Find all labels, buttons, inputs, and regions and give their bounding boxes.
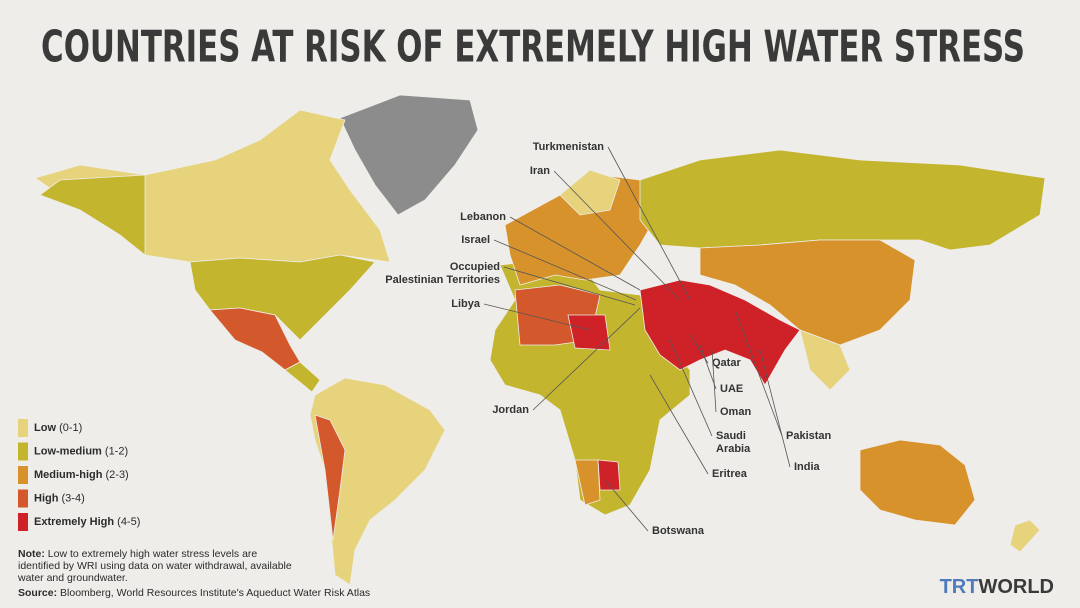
leader-line bbox=[503, 266, 636, 306]
note: Note: Low to extremely high water stress… bbox=[17, 548, 370, 599]
leader-line bbox=[509, 216, 641, 291]
country-label: Botswana bbox=[652, 525, 705, 537]
leader-line bbox=[669, 339, 713, 437]
legend-item: Low-medium (1-2) bbox=[34, 445, 128, 457]
country-label: Lebanon bbox=[460, 211, 506, 223]
legend-label: High bbox=[34, 492, 59, 504]
leader-line bbox=[699, 344, 717, 390]
australia bbox=[859, 439, 976, 526]
scandinavia bbox=[559, 169, 621, 216]
libya bbox=[567, 314, 611, 351]
country-label: Turkmenistan bbox=[533, 141, 605, 153]
country-label: Occupied bbox=[450, 261, 500, 273]
country-label: Iran bbox=[530, 165, 550, 177]
legend-range: (2-3) bbox=[106, 469, 129, 481]
country-label: Jordan bbox=[492, 404, 529, 416]
leader-line bbox=[734, 309, 783, 437]
country-label: Libya bbox=[451, 298, 481, 310]
source-text: Source: Bloomberg, World Resources Insti… bbox=[18, 587, 370, 599]
south-america bbox=[309, 377, 446, 586]
central-america bbox=[284, 361, 321, 393]
source-label: Source: bbox=[18, 587, 57, 599]
greenland bbox=[339, 94, 479, 216]
legend-label: Extremely High bbox=[34, 516, 114, 528]
legend-swatch bbox=[18, 466, 28, 484]
world-map bbox=[34, 94, 1046, 586]
country-label: Israel bbox=[461, 234, 490, 246]
legend-item: High (3-4) bbox=[34, 492, 85, 504]
legend-label: Medium-high bbox=[34, 469, 103, 481]
legend-range: (0-1) bbox=[59, 422, 82, 434]
country-label: UAE bbox=[720, 383, 743, 395]
source: Bloomberg, World Resources Institute's A… bbox=[60, 587, 370, 599]
country-label: Arabia bbox=[716, 443, 751, 455]
country-label: Eritrea bbox=[712, 468, 748, 480]
legend-item: Medium-high (2-3) bbox=[34, 469, 129, 481]
legend-range: (1-2) bbox=[105, 445, 128, 457]
legend-item: Extremely High (4-5) bbox=[34, 516, 140, 528]
leader-line bbox=[493, 239, 637, 301]
central-east-asia bbox=[699, 239, 916, 346]
legend-swatch bbox=[18, 513, 28, 531]
legend-swatch bbox=[18, 442, 28, 461]
southeast-asia bbox=[799, 329, 851, 391]
legend-label: Low bbox=[34, 422, 56, 434]
russia bbox=[639, 149, 1046, 251]
country-label: Palestinian Territories bbox=[385, 274, 500, 286]
southern-africa bbox=[574, 459, 601, 506]
leader-line bbox=[604, 479, 649, 532]
leader-line bbox=[759, 349, 791, 468]
note-line: water and groundwater. bbox=[17, 572, 128, 584]
legend: Low (0-1)Low-medium (1-2)Medium-high (2-… bbox=[18, 419, 140, 531]
country-label: Oman bbox=[720, 406, 751, 418]
leader-line bbox=[649, 374, 709, 475]
middle-east-south-asia bbox=[639, 279, 801, 386]
title: COUNTRIES AT RISK OF EXTREMELY HIGH WATE… bbox=[41, 22, 1025, 73]
leader-line bbox=[532, 307, 641, 411]
legend-label: Low-medium bbox=[34, 445, 102, 457]
country-label: Qatar bbox=[712, 357, 741, 369]
country-label: Pakistan bbox=[786, 430, 832, 442]
legend-swatch bbox=[18, 419, 28, 437]
note-label: Note: bbox=[18, 548, 45, 560]
legend-swatch bbox=[18, 489, 28, 508]
note-line: Low to extremely high water stress level… bbox=[48, 548, 258, 560]
logo-part: TRT bbox=[940, 576, 979, 598]
alaska bbox=[39, 174, 146, 256]
note-line: identified by WRI using data on water wi… bbox=[18, 560, 292, 572]
legend-range: (4-5) bbox=[117, 516, 140, 528]
leader-line bbox=[711, 349, 717, 413]
legend-range: (3-4) bbox=[62, 492, 85, 504]
logo: TRTWORLD bbox=[940, 576, 1054, 598]
peru-chile bbox=[314, 414, 346, 541]
botswana bbox=[597, 459, 621, 491]
country-labels: Turkmenistan Iran Lebanon Israel OccupiedPal… bbox=[385, 141, 831, 537]
leader-line bbox=[553, 170, 681, 301]
note-text: Note: Low to extremely high water stress… bbox=[18, 548, 257, 560]
leader-line bbox=[607, 146, 691, 301]
country-label: Saudi bbox=[716, 430, 746, 442]
country-label: India bbox=[794, 461, 821, 473]
leader-line bbox=[483, 303, 591, 331]
legend-item: Low (0-1) bbox=[34, 422, 82, 434]
new-zealand bbox=[1009, 519, 1041, 553]
logo-part: WORLD bbox=[978, 576, 1054, 598]
